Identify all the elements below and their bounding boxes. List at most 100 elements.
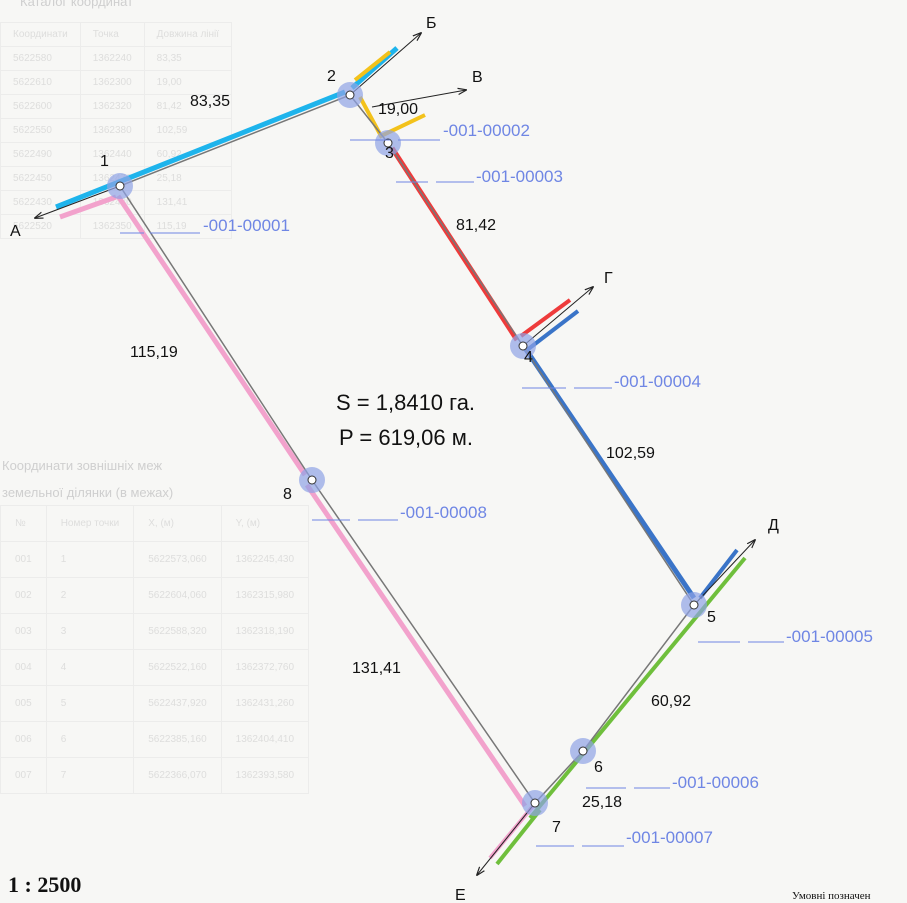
- boundary-caption-2: земельної ділянки (в межах): [2, 485, 174, 500]
- table-row: 002 2 5622604,060 1362315,980: [0, 577, 310, 614]
- parcel-code-5: -001-00005: [698, 627, 873, 646]
- band-stub-4-red: [519, 298, 572, 338]
- table-cell: 102,59: [143, 118, 233, 143]
- table-cell: 5622366,070: [133, 757, 222, 794]
- vertex-5-marker: [681, 592, 707, 618]
- band-stub-7-green: [495, 808, 542, 866]
- table-cell: 115,19: [143, 214, 233, 239]
- svg-text:-001-00003: -001-00003: [476, 167, 563, 186]
- vertex-6-marker: [570, 738, 596, 764]
- table-cell: 1362431,260: [220, 685, 310, 722]
- perimeter-label: P = 619,06 м.: [339, 425, 473, 450]
- length-1-2: 83,35: [190, 93, 230, 110]
- table-cell: 81,42: [143, 94, 233, 119]
- table-row: 5622550 1362380 102,59: [0, 118, 233, 143]
- arrow-g: [522, 287, 593, 347]
- table-cell: 5622450: [0, 166, 81, 191]
- svg-text:-001-00008: -001-00008: [400, 503, 487, 522]
- band-segment-5-7: [528, 556, 747, 820]
- parcel-code-2: -001-00002: [350, 121, 530, 141]
- svg-text:-001-00001: -001-00001: [203, 216, 290, 235]
- parcel-code-4: -001-00004: [522, 372, 701, 391]
- neighbor-letter-b: Б: [426, 15, 437, 32]
- arrow-a: [35, 185, 121, 218]
- arrow-e: [477, 802, 536, 875]
- length-7-8: 131,41: [352, 660, 401, 677]
- table-cell: Номер точки: [45, 505, 135, 542]
- table-row: 5622610 1362300 19,00: [0, 70, 233, 95]
- band-segment-2-3: [353, 50, 392, 82]
- svg-text:-001-00005: -001-00005: [786, 627, 873, 646]
- length-2-3: 19,00: [378, 101, 418, 118]
- coordinates-table-lower: № Номер точки X, (м) Y, (м) 001 1 5622573,060 1…: [0, 505, 310, 794]
- arrow-d: [693, 540, 755, 606]
- legend-caption: Умовні позначен: [792, 890, 871, 902]
- table-cell: 19,00: [143, 70, 233, 95]
- table-cell: 83,35: [143, 46, 233, 71]
- table-row: 004 4 5622522,160 1362372,760: [0, 649, 310, 686]
- vertex-2-marker: [337, 82, 363, 108]
- svg-text:-001-00004: -001-00004: [614, 372, 701, 391]
- band-stub-5-blue: [698, 548, 739, 600]
- band-segment-7-8: [304, 483, 528, 808]
- table-cell: 5622522,160: [133, 649, 222, 686]
- vertex-7-marker: [522, 790, 548, 816]
- area-label: S = 1,8410 га.: [336, 390, 475, 415]
- vertex-1-marker: [107, 173, 133, 199]
- table-row: № Номер точки X, (м) Y, (м): [0, 505, 310, 542]
- band-segment-8-1: [115, 194, 308, 477]
- length-6-7: 25,18: [582, 794, 622, 811]
- table-cell: 7: [45, 757, 135, 794]
- svg-text:-001-00006: -001-00006: [672, 773, 759, 792]
- table-row: 5622520 1362350 115,19: [0, 214, 233, 239]
- neighbor-letter-d: Д: [768, 517, 779, 534]
- table-cell: 2: [45, 577, 135, 614]
- table-row: 005 5 5622437,920 1362431,260: [0, 685, 310, 722]
- table-row: 001 1 5622573,060 1362245,430: [0, 541, 310, 578]
- band-segment-1-2: [55, 89, 346, 210]
- table-cell: 002: [0, 577, 47, 614]
- vertex-2-label: 2: [327, 68, 336, 85]
- table-row: 007 7 5622366,070 1362393,580: [0, 757, 310, 794]
- band-stub-1-pink: [59, 194, 117, 220]
- arrow-v: [371, 90, 466, 108]
- table-cell: 5622430: [0, 190, 81, 215]
- table-cell: 1362315,980: [220, 577, 310, 614]
- vertex-1-label: 1: [100, 153, 109, 170]
- vertex-8-marker: [299, 467, 325, 493]
- length-5-6: 60,92: [651, 693, 691, 710]
- table-cell: 1362320: [79, 94, 145, 119]
- table-cell: 1362318,190: [220, 613, 310, 650]
- vertex-4-marker: [510, 333, 536, 359]
- table-cell: 5622385,160: [133, 721, 222, 758]
- boundary-caption: Координати зовнішніх меж: [2, 458, 163, 473]
- parcel-code-3: -001-00003: [396, 167, 563, 186]
- scale-label: 1 : 2500: [8, 872, 82, 897]
- band-segment-4-5: [522, 346, 697, 600]
- table-cell: 1362404,410: [220, 721, 310, 758]
- table-cell: 5622604,060: [133, 577, 222, 614]
- table-cell: 4: [45, 649, 135, 686]
- table-cell: X, (м): [133, 505, 222, 542]
- table-cell: Y, (м): [220, 505, 310, 542]
- length-3-4: 81,42: [456, 217, 496, 234]
- parcel-code-7: -001-00007: [536, 828, 713, 847]
- neighbor-letter-g: Г: [604, 270, 613, 287]
- table-cell: Точка: [79, 22, 145, 47]
- neighbor-letter-v: В: [472, 69, 483, 86]
- table-cell: №: [0, 505, 47, 542]
- svg-text:-001-00002: -001-00002: [443, 121, 530, 140]
- parcel-code-6: -001-00006: [586, 773, 759, 792]
- vertex-4-label: 4: [524, 349, 533, 366]
- coordinates-table-upper: Координати Точка Довжина лінії 5622580 13622…: [0, 22, 233, 239]
- vertex-3-label: 3: [385, 145, 394, 162]
- svg-text:-001-00007: -001-00007: [626, 828, 713, 847]
- length-8-1: 115,19: [130, 344, 178, 361]
- table-cell: 5622437,920: [133, 685, 222, 722]
- vertex-8-label: 8: [283, 486, 292, 503]
- neighbor-letter-a: А: [10, 223, 21, 240]
- table-cell: 001: [0, 541, 47, 578]
- vertex-5-label: 5: [707, 609, 716, 626]
- vertex-6-label: 6: [594, 759, 603, 776]
